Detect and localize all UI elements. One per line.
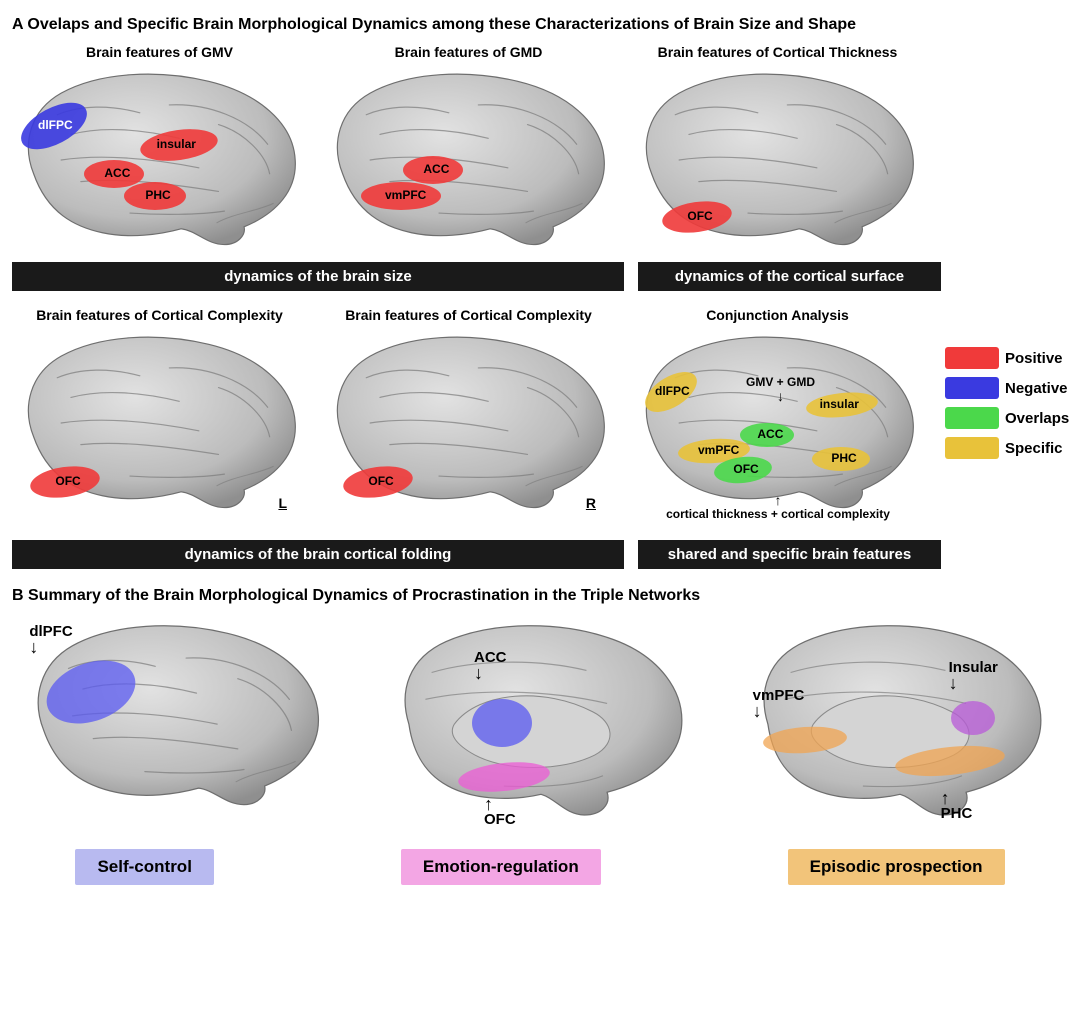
region-label-acc: ACC (423, 162, 449, 176)
region-label-vmpfc: vmPFC↓ (753, 687, 805, 718)
panelA-title: A Ovelaps and Specific Brain Morphologic… (12, 16, 1068, 34)
cell-conj: Conjunction Analysis GMV + GMD cortical … (630, 307, 925, 532)
annot-gmv-gmd: GMV + GMD (746, 375, 815, 401)
swatch (945, 347, 999, 369)
cell-gmv: Brain features of GMV dlFPC insular ACC PHC (12, 44, 307, 254)
annot-ct-cc: cortical thickness + cortical complexity (648, 495, 908, 521)
legend-label: Overlaps (1005, 410, 1069, 427)
region-label-phc: ↑PHC (941, 791, 973, 822)
region-label-ofc: OFC (368, 474, 393, 488)
title-cc-right: Brain features of Cortical Complexity (345, 307, 592, 323)
brain-gmv: dlFPC insular ACC PHC (12, 64, 307, 254)
title-ct: Brain features of Cortical Thickness (658, 44, 898, 60)
region-label-insular: Insular↓ (949, 659, 998, 690)
pill-emotion-regulation: Emotion-regulation (401, 849, 601, 885)
cell-ct: Brain features of Cortical Thickness OFC (630, 44, 925, 254)
panelB-brain-emotion-regulation: ACC↓ ↑OFC (380, 615, 700, 835)
legend-label: Specific (1005, 440, 1063, 457)
bar-cortical-surface: dynamics of the cortical surface (638, 262, 941, 291)
cell-cc-right: Brain features of Cortical Complexity R … (321, 307, 616, 517)
panelB-row: dlPFC↓ ACC↓ ↑OFC vmPFC↓ Insular↓ ↑PHC (12, 615, 1068, 835)
panelB-brain-episodic-prospection: vmPFC↓ Insular↓ ↑PHC (739, 615, 1059, 835)
region-label-vmpfc: vmPFC (385, 188, 426, 202)
brain-cc-right: R OFC (321, 327, 616, 517)
brain-cc-left: L OFC (12, 327, 307, 517)
panelA-row2: Brain features of Cortical Complexity L … (12, 307, 1068, 532)
legend-item-specific: Specific (945, 437, 1069, 459)
pill-self-control: Self-control (75, 849, 213, 885)
region-label-dlpfc: dlPFC↓ (29, 623, 72, 654)
region-label-ofc: OFC (55, 474, 80, 488)
region-label-dlfpc: dlFPC (38, 118, 73, 132)
brain-ct: OFC (630, 64, 925, 254)
hemi-L: L (278, 495, 287, 511)
region-label-dlfpc: dlFPC (655, 384, 690, 398)
region-label-insular: insular (820, 397, 859, 411)
region-label-ofc: ↑OFC (484, 797, 516, 828)
region-label-phc: PHC (145, 188, 170, 202)
swatch (945, 407, 999, 429)
cell-cc-left: Brain features of Cortical Complexity L … (12, 307, 307, 517)
legend-label: Positive (1005, 350, 1063, 367)
region-acc (472, 699, 532, 747)
title-conj: Conjunction Analysis (706, 307, 849, 323)
panelA-row1: Brain features of GMV dlFPC insular ACC PHC… (12, 44, 1068, 254)
panelA-legend: Positive Negative Overlaps Specific (939, 307, 1069, 459)
cell-gmd: Brain features of GMD ACC vmPFC (321, 44, 616, 254)
hemi-R: R (586, 495, 596, 511)
panelB-legend: Self-control Emotion-regulation Episodic p… (12, 849, 1068, 885)
panelB-brain-self-control: dlPFC↓ (21, 615, 341, 835)
legend-label: Negative (1005, 380, 1068, 397)
legend-item-positive: Positive (945, 347, 1069, 369)
swatch (945, 437, 999, 459)
title-gmv: Brain features of GMV (86, 44, 233, 60)
pill-episodic-prospection: Episodic prospection (788, 849, 1005, 885)
region-label-ofc: OFC (687, 209, 712, 223)
region-label-ofc: OFC (733, 462, 758, 476)
region-label-vmpfc: vmPFC (698, 443, 739, 457)
bar-shared-specific: shared and specific brain features (638, 540, 941, 569)
region-label-insular: insular (157, 137, 196, 151)
legend-item-overlaps: Overlaps (945, 407, 1069, 429)
swatch (945, 377, 999, 399)
region-label-acc: ACC (104, 166, 130, 180)
brain-gmd: ACC vmPFC (321, 64, 616, 254)
bar-cortical-folding: dynamics of the brain cortical folding (12, 540, 624, 569)
legend-item-negative: Negative (945, 377, 1069, 399)
brain-conj: GMV + GMD cortical thickness + cortical … (630, 327, 925, 532)
region-label-acc: ACC↓ (474, 649, 507, 680)
region-insular (951, 701, 995, 735)
panelB-title: B Summary of the Brain Morphological Dyn… (12, 587, 1068, 605)
bar-brain-size: dynamics of the brain size (12, 262, 624, 291)
title-cc-left: Brain features of Cortical Complexity (36, 307, 283, 323)
region-label-acc: ACC (757, 427, 783, 441)
title-gmd: Brain features of GMD (395, 44, 543, 60)
region-label-phc: PHC (831, 451, 856, 465)
